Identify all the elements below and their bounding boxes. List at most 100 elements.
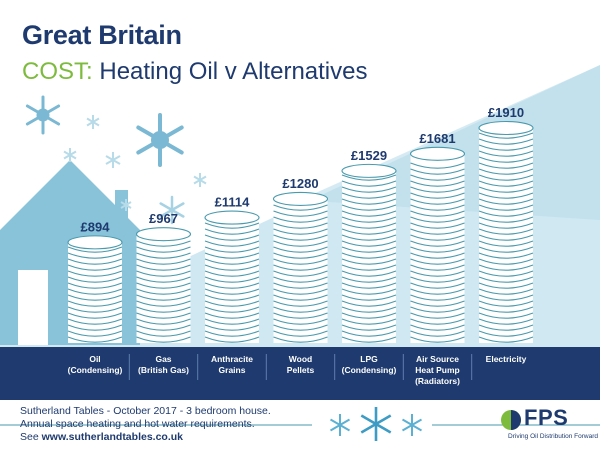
coin-edge	[204, 270, 260, 277]
coin-edge	[410, 318, 465, 325]
coin-edge	[136, 294, 191, 301]
website-link[interactable]: www.sutherlandtables.co.uk	[41, 431, 184, 443]
coin-edge	[478, 288, 534, 295]
coin-edge	[67, 306, 123, 313]
coin-edge	[478, 270, 534, 277]
coin-edge	[410, 234, 465, 241]
coin-edge	[341, 330, 397, 337]
coin-edge	[410, 288, 465, 295]
coin-edge	[67, 330, 123, 337]
coin-edge	[204, 282, 260, 289]
coin-edge	[341, 288, 397, 295]
coin-edge	[341, 228, 397, 235]
category-label: Anthracite Grains	[211, 354, 253, 375]
coin-edge	[273, 204, 328, 211]
bar	[342, 170, 396, 343]
coin-edge	[136, 270, 191, 277]
coin-edge	[478, 180, 534, 187]
coin-edge	[410, 240, 465, 247]
coin-edge	[478, 216, 534, 223]
coin-stack	[67, 235, 123, 343]
coin-edge	[273, 336, 328, 343]
coin-edge	[67, 264, 123, 271]
coin-edge	[67, 288, 123, 295]
coin-edge	[478, 306, 534, 313]
value-label: £1529	[351, 148, 387, 163]
coin-edge	[341, 282, 397, 289]
coin-edge	[204, 234, 260, 241]
coin-top	[204, 210, 260, 225]
coin-edge	[273, 330, 328, 337]
coin-edge	[273, 306, 328, 313]
coin-edge	[478, 330, 534, 337]
coin-edge	[478, 318, 534, 325]
coin-edge	[204, 258, 260, 265]
description-line: Annual space heating and hot water requi…	[20, 418, 255, 430]
coin-edge	[273, 210, 328, 217]
snowflake-icon	[193, 173, 207, 187]
coin-edge	[341, 204, 397, 211]
coin-edge	[341, 198, 397, 205]
coin-edge	[341, 318, 397, 325]
coin-edge	[136, 288, 191, 295]
snowflake-icon	[120, 199, 132, 211]
bar	[479, 128, 533, 343]
coin-edge	[478, 138, 534, 145]
coin-edge	[136, 276, 191, 283]
fps-wordmark: FPS	[524, 405, 569, 430]
coin-top	[67, 235, 123, 250]
coin-edge	[410, 324, 465, 331]
coin-edge	[478, 222, 534, 229]
coin-stack	[272, 191, 329, 343]
coin-edge	[410, 264, 465, 271]
coin-edge	[478, 312, 534, 319]
coin-edge	[341, 192, 397, 199]
coin-edge	[204, 312, 260, 319]
coin-edge	[410, 294, 465, 301]
coin-edge	[410, 204, 465, 211]
coin-edge	[410, 282, 465, 289]
coin-edge	[410, 252, 465, 259]
coin-edge	[67, 246, 123, 253]
coin-edge	[478, 174, 534, 181]
see-prefix: See	[20, 431, 42, 443]
coin-edge	[478, 144, 534, 151]
coin-edge	[410, 180, 465, 187]
coin-edge	[341, 258, 397, 265]
coin-edge	[341, 252, 397, 259]
coin-edge	[341, 294, 397, 301]
coin-edge	[273, 282, 328, 289]
coin-edge	[204, 318, 260, 325]
coin-edge	[67, 282, 123, 289]
coin-edge	[273, 294, 328, 301]
coin-edge	[204, 324, 260, 331]
coin-edge	[410, 192, 465, 199]
coin-edge	[67, 276, 123, 283]
coin-edge	[341, 180, 397, 187]
category-label: Oil (Condensing)	[68, 354, 123, 375]
coin-edge	[410, 312, 465, 319]
bar	[410, 153, 465, 343]
coin-edge	[478, 234, 534, 241]
coin-top	[135, 227, 192, 242]
coin-top	[409, 146, 466, 161]
coin-edge	[341, 246, 397, 253]
value-label: £1910	[488, 105, 524, 120]
coin-edge	[136, 282, 191, 289]
coin-edge	[478, 204, 534, 211]
coin-edge	[478, 228, 534, 235]
coin-edge	[273, 234, 328, 241]
coin-edge	[410, 186, 465, 193]
footer-area	[0, 407, 600, 441]
coin-edge	[478, 240, 534, 247]
source-line: Sutherland Tables - October 2017 - 3 bed…	[20, 405, 271, 417]
coin-edge	[273, 288, 328, 295]
coin-edge	[410, 216, 465, 223]
coin-edge	[410, 306, 465, 313]
snowflake-icon	[63, 148, 77, 162]
coin-edge	[341, 336, 397, 343]
coin-edge	[341, 324, 397, 331]
coin-stack	[409, 146, 466, 343]
coin-edge	[136, 246, 191, 253]
